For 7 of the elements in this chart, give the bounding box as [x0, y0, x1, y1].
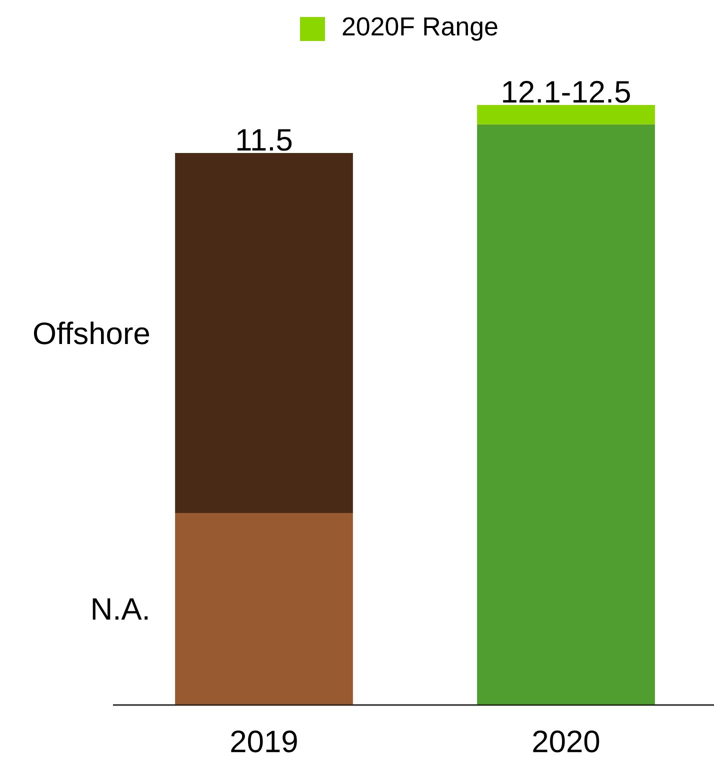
series-label: Offshore	[34, 322, 150, 344]
legend-label: 2020F Range	[342, 17, 498, 41]
annotation: 11.5	[237, 129, 292, 151]
x-tick-label: 2020	[533, 730, 600, 752]
x-tick-label: 2019	[231, 730, 297, 752]
annotation: 12.1-12.5	[503, 80, 630, 103]
series-label: N.A.	[92, 598, 148, 620]
